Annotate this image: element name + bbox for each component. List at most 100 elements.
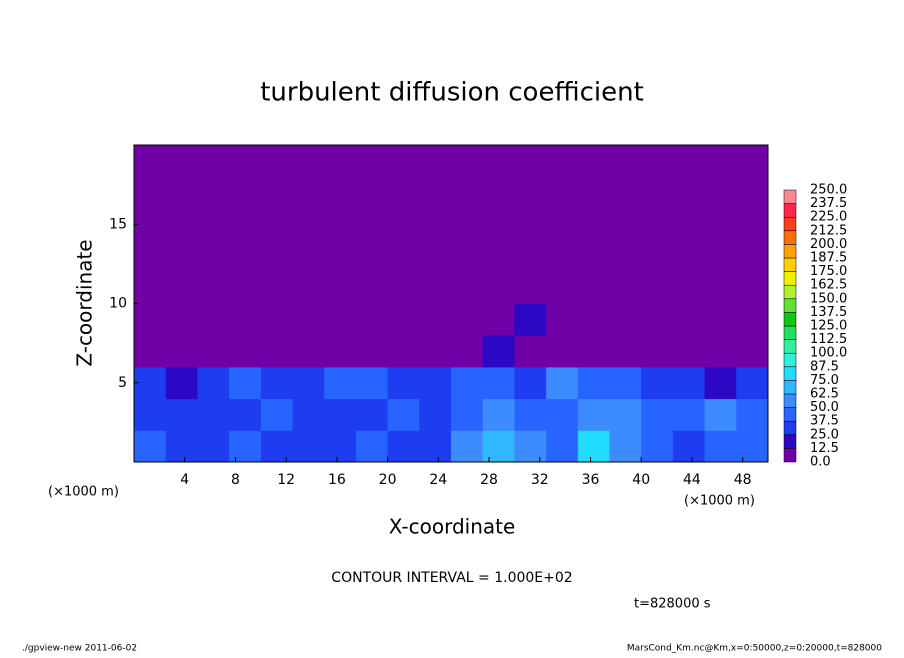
- cell: [546, 303, 579, 336]
- cell: [641, 240, 674, 273]
- cell: [672, 145, 706, 178]
- cell: [260, 366, 293, 400]
- cell: [609, 398, 642, 431]
- cell: [419, 208, 452, 241]
- cell: [165, 176, 198, 209]
- cell: [546, 176, 579, 209]
- cell: [482, 430, 515, 463]
- cell: [672, 366, 706, 400]
- colorbar-swatch: [783, 380, 797, 395]
- cell: [229, 208, 262, 241]
- cell: [736, 366, 769, 400]
- cell: [419, 271, 452, 304]
- cell: [355, 398, 389, 431]
- cell: [451, 145, 484, 178]
- cell: [355, 240, 389, 273]
- cell: [704, 208, 737, 241]
- cell: [292, 176, 325, 209]
- cell: [514, 398, 547, 431]
- cell: [577, 271, 610, 304]
- cell: [672, 303, 706, 336]
- x-axis-label: X-coordinate: [389, 515, 516, 539]
- cell: [229, 398, 262, 431]
- cell: [197, 335, 230, 368]
- cell: [419, 303, 452, 336]
- cell: [260, 398, 293, 431]
- cell: [609, 145, 642, 178]
- cell: [546, 145, 579, 178]
- cell: [134, 303, 167, 336]
- cell: [165, 398, 198, 431]
- cell: [609, 303, 642, 336]
- cell: [451, 430, 484, 463]
- cell: [609, 335, 642, 368]
- cell: [387, 176, 420, 209]
- colorbar-swatch: [783, 407, 797, 422]
- x-tick-label: 16: [328, 472, 346, 488]
- cell: [387, 271, 420, 304]
- cell: [419, 335, 452, 368]
- colorbar-label: 225.0: [810, 210, 847, 225]
- cell: [577, 208, 610, 241]
- cell: [641, 366, 674, 400]
- cell: [482, 176, 515, 209]
- cell: [577, 398, 610, 431]
- colorbar-swatch: [783, 298, 797, 313]
- cell: [514, 176, 547, 209]
- cell: [704, 271, 737, 304]
- x-tick-label: 8: [231, 472, 240, 488]
- cell: [482, 398, 515, 431]
- colorbar-swatch: [783, 244, 797, 259]
- colorbar-swatch: [783, 203, 797, 218]
- cell: [704, 240, 737, 273]
- colorbar-swatch: [783, 420, 797, 436]
- contour-note: CONTOUR INTERVAL = 1.000E+02: [331, 570, 572, 586]
- colorbar-swatch: [783, 393, 797, 408]
- cell: [197, 145, 230, 178]
- x-tick-label: 32: [531, 472, 549, 488]
- cell: [292, 271, 325, 304]
- cell: [229, 335, 262, 368]
- cell: [387, 366, 420, 400]
- cell: [451, 303, 484, 336]
- cell: [546, 271, 579, 304]
- cell: [387, 208, 420, 241]
- cell: [260, 430, 293, 463]
- cell: [229, 176, 262, 209]
- colorbar-label: 237.5: [810, 196, 847, 211]
- cell: [514, 145, 547, 178]
- colorbar-swatch: [783, 434, 797, 449]
- cell: [577, 176, 610, 209]
- cell: [324, 335, 357, 368]
- colorbar-label: 0.0: [810, 455, 831, 470]
- cell: [419, 366, 452, 400]
- colorbar-swatch: [783, 448, 797, 463]
- cell: [577, 145, 610, 178]
- cell: [292, 366, 325, 400]
- cell: [451, 176, 484, 209]
- cell: [260, 271, 293, 304]
- cell: [292, 240, 325, 273]
- cell: [482, 145, 515, 178]
- colorbar-label: 87.5: [810, 359, 839, 374]
- cell: [577, 303, 610, 336]
- x-tick-label: 12: [277, 472, 295, 488]
- cell: [704, 145, 737, 178]
- cell: [165, 366, 198, 400]
- colorbar-swatch: [783, 216, 797, 232]
- cell: [260, 240, 293, 273]
- cell: [134, 240, 167, 273]
- x-unit: (×1000 m): [48, 485, 119, 500]
- cell: [134, 208, 167, 241]
- cell: [197, 176, 230, 209]
- cell: [672, 176, 706, 209]
- footer: MarsCond_Km.nc@Km,x=0:50000,z=0:20000,t=…: [627, 644, 882, 654]
- colorbar-label: 100.0: [810, 346, 847, 361]
- colorbar-label: 137.5: [810, 305, 847, 320]
- cell: [419, 398, 452, 431]
- cell: [292, 145, 325, 178]
- cell: [197, 303, 230, 336]
- cell: [672, 240, 706, 273]
- cell: [260, 145, 293, 178]
- cell: [736, 335, 769, 368]
